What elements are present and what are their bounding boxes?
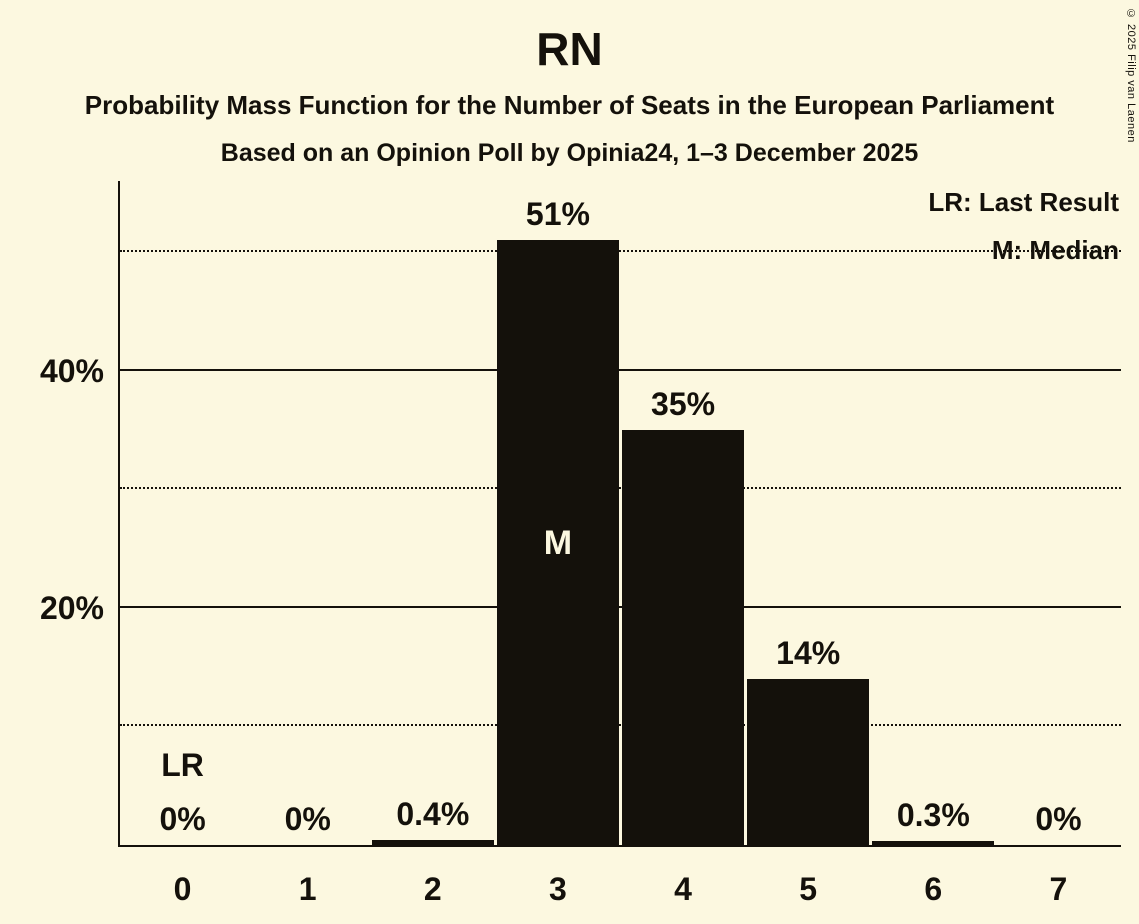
x-axis-label-6: 6 — [924, 871, 943, 907]
category-slot-4: 35% 4 — [621, 181, 746, 905]
bar-6 — [872, 841, 995, 845]
bar-5 — [747, 679, 870, 845]
category-slot-2: 0.4% 2 — [370, 181, 495, 905]
legend-last-result: LR: Last Result — [928, 187, 1119, 217]
chart-subtitle: Probability Mass Function for the Number… — [84, 90, 1055, 120]
x-axis-label-2: 2 — [423, 871, 442, 907]
chart-legend: LR: Last Result M: Median — [928, 178, 1119, 274]
gridline-dotted-50 — [120, 250, 1121, 253]
y-axis-label-40: 40% — [39, 352, 104, 389]
bar-value-label-4: 35% — [651, 386, 716, 422]
bar-4 — [622, 430, 745, 845]
copyright-note: © 2025 Filip van Laenen — [1125, 8, 1137, 143]
bar-value-label-0: 0% — [159, 801, 206, 837]
last-result-marker: LR — [161, 747, 204, 783]
bar-value-label-1: 0% — [284, 801, 331, 837]
gridline-solid-40 — [120, 368, 1121, 371]
bar-2 — [371, 840, 494, 845]
x-axis-label-7: 7 — [1049, 871, 1068, 907]
bar-3 — [496, 240, 619, 845]
y-axis-label-20: 20% — [39, 589, 104, 626]
legend-median: M: Median — [991, 235, 1119, 265]
category-slot-1: 0% 1 — [245, 181, 370, 905]
x-axis-label-0: 0 — [173, 871, 192, 907]
plot-area: 0% 0 LR 0% 1 0.4% 2 51% 3 M 35% 4 14% 5 0.3% 6 0% 7 — [118, 181, 1121, 905]
chart-poll-info: Based on an Opinion Poll by Opinia24, 1–… — [220, 139, 919, 167]
median-marker: M — [543, 523, 573, 562]
category-slot-5: 14% 5 — [746, 181, 871, 905]
category-slot-0: 0% 0 LR — [120, 181, 245, 905]
bar-value-label-2: 0.4% — [396, 796, 470, 833]
bar-value-label-5: 14% — [776, 635, 841, 671]
category-slot-6: 0.3% 6 — [871, 181, 996, 905]
bar-value-label-6: 0.3% — [896, 797, 970, 834]
bar-value-label-3: 51% — [525, 196, 590, 233]
x-axis-label-5: 5 — [799, 871, 818, 907]
category-slot-7: 0% 7 — [996, 181, 1121, 905]
chart-title: RN — [536, 23, 603, 75]
gridline-dotted-10 — [120, 724, 1121, 727]
x-axis-label-3: 3 — [549, 871, 567, 907]
category-slot-3: 51% 3 M — [495, 181, 620, 905]
gridline-solid-20 — [120, 605, 1121, 608]
gridline-dotted-30 — [120, 487, 1121, 490]
bar-value-label-7: 0% — [1035, 801, 1082, 837]
x-axis-label-1: 1 — [298, 871, 317, 907]
x-axis-label-4: 4 — [674, 871, 692, 907]
